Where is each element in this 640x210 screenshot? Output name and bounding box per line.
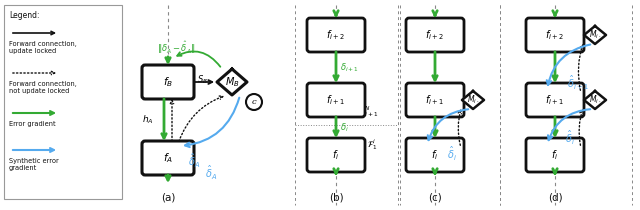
Text: $\delta_{i+1}$: $\delta_{i+1}$ <box>340 61 359 74</box>
FancyBboxPatch shape <box>307 18 365 52</box>
Polygon shape <box>584 26 606 44</box>
Text: $M_{i\cdot}$: $M_{i\cdot}$ <box>467 94 479 106</box>
Polygon shape <box>462 91 484 109</box>
Text: $\hat{\delta}_i$: $\hat{\delta}_i$ <box>447 145 457 163</box>
Text: $\mathcal{F}_1^i$: $\mathcal{F}_1^i$ <box>367 138 378 152</box>
Text: $\hat{\delta}_A$: $\hat{\delta}_A$ <box>188 152 200 170</box>
Text: c: c <box>252 98 257 106</box>
Text: gradient: gradient <box>9 165 37 171</box>
Text: $f_i$: $f_i$ <box>431 148 438 162</box>
Text: $\|\delta_A - \hat{\delta}_A\|$: $\|\delta_A - \hat{\delta}_A\|$ <box>157 39 195 56</box>
Text: $\mathcal{F}_{i+1}^N$: $\mathcal{F}_{i+1}^N$ <box>358 105 378 119</box>
FancyBboxPatch shape <box>307 138 365 172</box>
FancyBboxPatch shape <box>142 65 194 99</box>
Text: $f_i$: $f_i$ <box>552 148 559 162</box>
Text: $S_B$: $S_B$ <box>197 74 208 86</box>
Text: $M_B$: $M_B$ <box>225 75 239 89</box>
Text: Forward connection,: Forward connection, <box>9 41 77 47</box>
FancyBboxPatch shape <box>142 141 194 175</box>
Text: $f_B$: $f_B$ <box>163 75 173 89</box>
Text: (d): (d) <box>548 192 563 202</box>
Text: $\hat{\delta}_{i+1}$: $\hat{\delta}_{i+1}$ <box>567 74 589 92</box>
Bar <box>4 5 122 199</box>
Text: $\hat{\delta}_i$: $\hat{\delta}_i$ <box>565 129 575 147</box>
Text: $h_A$: $h_A$ <box>142 114 154 126</box>
Text: $f_A$: $f_A$ <box>163 151 173 165</box>
FancyBboxPatch shape <box>406 83 464 117</box>
Text: $f_{i+1}$: $f_{i+1}$ <box>326 93 346 107</box>
Text: $M_{i\cdot}$: $M_{i\cdot}$ <box>589 29 601 41</box>
Text: Legend:: Legend: <box>9 10 40 20</box>
FancyBboxPatch shape <box>406 18 464 52</box>
Text: $f_{i+1}$: $f_{i+1}$ <box>426 93 445 107</box>
FancyBboxPatch shape <box>526 18 584 52</box>
Text: (b): (b) <box>329 192 343 202</box>
Text: not update locked: not update locked <box>9 88 69 94</box>
Text: update locked: update locked <box>9 48 56 54</box>
Text: Synthetic error: Synthetic error <box>9 158 59 164</box>
Polygon shape <box>217 69 247 95</box>
FancyBboxPatch shape <box>526 83 584 117</box>
Circle shape <box>246 94 262 110</box>
Text: (a): (a) <box>161 192 175 202</box>
Text: $f_{i+2}$: $f_{i+2}$ <box>545 28 564 42</box>
FancyBboxPatch shape <box>406 138 464 172</box>
Text: $\hat{\delta}_A$: $\hat{\delta}_A$ <box>205 164 217 182</box>
Text: $\delta_i$: $\delta_i$ <box>340 121 349 134</box>
Text: $M_{i\cdot}$: $M_{i\cdot}$ <box>589 94 601 106</box>
Text: Error gradient: Error gradient <box>9 121 56 127</box>
FancyBboxPatch shape <box>526 138 584 172</box>
Text: $f_{i+2}$: $f_{i+2}$ <box>326 28 346 42</box>
Text: $f_i$: $f_i$ <box>332 148 340 162</box>
Text: (c): (c) <box>428 192 442 202</box>
FancyBboxPatch shape <box>307 83 365 117</box>
Text: $f_{i+1}$: $f_{i+1}$ <box>545 93 564 107</box>
Text: Forward connection,: Forward connection, <box>9 81 77 87</box>
Polygon shape <box>584 91 606 109</box>
Text: $f_{i+2}$: $f_{i+2}$ <box>426 28 445 42</box>
